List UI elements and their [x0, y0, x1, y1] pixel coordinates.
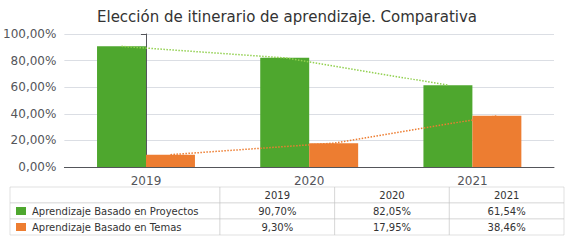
- svg-text:2021: 2021: [457, 174, 488, 188]
- svg-text:38,46%: 38,46%: [488, 222, 526, 233]
- svg-text:80,00%: 80,00%: [11, 54, 57, 68]
- svg-text:Aprendizaje Basado en Proyecto: Aprendizaje Basado en Proyectos: [32, 206, 199, 217]
- svg-text:2020: 2020: [379, 190, 404, 201]
- svg-text:40,00%: 40,00%: [11, 107, 57, 121]
- svg-text:0,00%: 0,00%: [18, 160, 56, 174]
- svg-text:82,05%: 82,05%: [373, 206, 411, 217]
- svg-text:61,54%: 61,54%: [488, 206, 526, 217]
- svg-text:2019: 2019: [265, 190, 290, 201]
- svg-text:2019: 2019: [131, 174, 162, 188]
- svg-text:20,00%: 20,00%: [11, 133, 57, 147]
- svg-text:17,95%: 17,95%: [373, 222, 411, 233]
- svg-text:2020: 2020: [294, 174, 325, 188]
- svg-text:2021: 2021: [494, 190, 519, 201]
- svg-text:9,30%: 9,30%: [261, 222, 293, 233]
- svg-text:Aprendizaje Basado en Temas: Aprendizaje Basado en Temas: [32, 222, 181, 233]
- svg-text:100,00%: 100,00%: [3, 27, 56, 41]
- svg-text:Elección de itinerario de apre: Elección de itinerario de aprendizaje. C…: [97, 8, 477, 26]
- svg-text:90,70%: 90,70%: [258, 206, 296, 217]
- svg-text:60,00%: 60,00%: [11, 80, 57, 94]
